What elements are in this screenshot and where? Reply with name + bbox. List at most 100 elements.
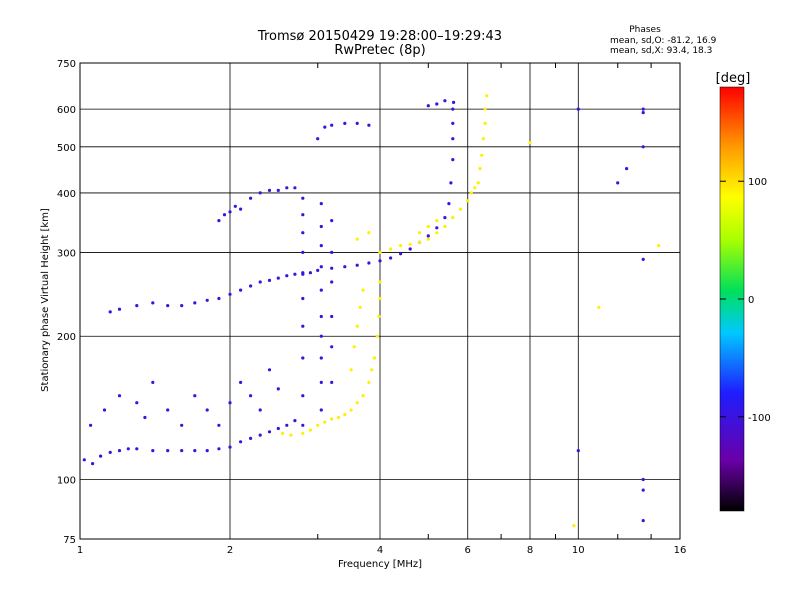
data-point [641, 488, 645, 492]
data-point [180, 304, 184, 308]
axis-ticks [317, 63, 652, 539]
data-point [375, 334, 379, 338]
data-point [285, 274, 289, 278]
data-point [217, 423, 221, 427]
data-point [180, 449, 184, 453]
data-point [426, 237, 430, 241]
x-tick-label: 4 [377, 545, 383, 556]
y-tick-label: 75 [63, 535, 76, 546]
data-point [469, 191, 473, 195]
data-point [451, 216, 455, 220]
data-point [378, 296, 382, 301]
data-point [378, 259, 382, 263]
data-point [641, 477, 645, 482]
data-point [349, 368, 353, 372]
data-point [330, 123, 334, 127]
data-point [452, 100, 456, 104]
data-point [483, 121, 487, 125]
data-point [108, 310, 112, 314]
data-point [205, 408, 209, 412]
data-point [301, 213, 305, 217]
data-point [258, 191, 262, 195]
data-point [323, 125, 327, 129]
data-point [166, 304, 170, 308]
data-point [293, 186, 297, 190]
y-tick-label: 600 [57, 105, 76, 116]
data-point [443, 224, 447, 229]
data-point [316, 423, 320, 427]
data-point [117, 394, 122, 398]
data-point [426, 104, 430, 108]
data-point [126, 447, 130, 451]
stats-line-o: mean, sd,O: -81.2, 16.9 [610, 36, 717, 46]
data-point [285, 186, 289, 190]
data-point [408, 242, 412, 246]
data-point [293, 272, 297, 276]
stats-line-x: mean, sd,X: 93.4, 18.3 [610, 46, 712, 56]
data-point [330, 250, 334, 254]
data-point [276, 188, 280, 192]
data-point [399, 252, 403, 256]
data-point [249, 394, 253, 398]
data-point [276, 387, 280, 391]
data-point [616, 181, 620, 185]
data-point [301, 272, 305, 276]
data-point [367, 380, 371, 384]
y-tick-label: 500 [57, 143, 76, 154]
data-point [483, 107, 487, 111]
data-point [330, 417, 334, 421]
y-tick-label: 200 [57, 332, 76, 343]
data-point [143, 415, 147, 420]
x-tick-label: 10 [572, 545, 585, 556]
data-point [205, 449, 209, 453]
data-point [481, 137, 485, 141]
data-point [330, 380, 334, 384]
x-tick-label: 6 [465, 545, 471, 556]
data-point [217, 447, 221, 451]
data-point [135, 401, 139, 405]
data-point [258, 433, 262, 437]
data-point [319, 288, 323, 292]
data-point [301, 356, 305, 360]
data-point [323, 420, 327, 424]
data-point [301, 431, 305, 435]
data-point [166, 449, 170, 453]
data-point [151, 301, 155, 305]
data-point [151, 449, 155, 453]
data-point [480, 153, 484, 157]
data-point [478, 167, 482, 171]
data-point [330, 280, 334, 284]
data-point [330, 345, 334, 349]
data-point [82, 458, 86, 462]
chart-title: Tromsø 20150429 19:28:00–19:29:43 [257, 29, 502, 44]
data-point [239, 380, 243, 384]
colorbar-label: [deg] [716, 71, 751, 86]
data-point [276, 426, 280, 431]
plot-frame [79, 62, 681, 540]
y-tick-label: 100 [57, 476, 76, 487]
data-point [319, 202, 323, 206]
data-point [135, 447, 139, 451]
data-point [367, 123, 371, 127]
data-point [301, 196, 305, 200]
data-point [343, 412, 347, 417]
data-point [451, 121, 455, 125]
data-point [276, 276, 280, 280]
data-point [319, 314, 323, 319]
data-point [451, 137, 455, 141]
data-point [451, 158, 455, 162]
data-point [352, 345, 356, 349]
data-point [336, 415, 340, 420]
data-point [641, 519, 645, 523]
data-point [249, 196, 253, 200]
data-point [417, 240, 422, 244]
x-tick-label: 2 [227, 545, 233, 556]
data-point [435, 226, 439, 230]
y-axis-label: Stationary phase Virtual Height [km] [40, 208, 51, 392]
data-point [576, 449, 580, 453]
data-point [435, 102, 439, 106]
data-point [249, 284, 253, 288]
data-point [193, 449, 197, 453]
data-point [319, 408, 323, 412]
